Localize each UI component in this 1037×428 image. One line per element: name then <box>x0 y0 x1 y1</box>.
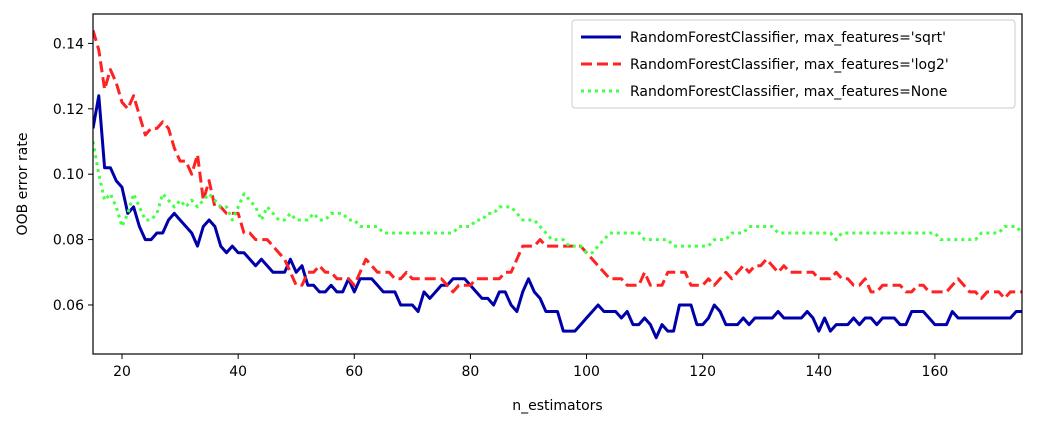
x-tick-label: 20 <box>113 364 131 380</box>
x-axis-ticks: 20 40 60 80 100 120 140 160 <box>113 354 948 380</box>
x-tick-label: 160 <box>922 364 949 380</box>
x-axis-title: n_estimators <box>512 398 602 414</box>
legend-label-sqrt: RandomForestClassifier, max_features='sq… <box>630 30 946 46</box>
series-line-log2 <box>93 29 1022 300</box>
plot-frame <box>92 13 1023 355</box>
series-line-none <box>93 141 1022 255</box>
y-tick-label: 0.06 <box>53 298 84 314</box>
x-tick-label: 60 <box>345 364 363 380</box>
x-tick-label: 80 <box>461 364 479 380</box>
y-tick-label: 0.08 <box>53 233 84 249</box>
legend-label-log2: RandomForestClassifier, max_features='lo… <box>630 57 949 73</box>
x-tick-label: 100 <box>573 364 600 380</box>
legend-box <box>571 19 1016 109</box>
y-tick-label: 0.12 <box>53 102 84 118</box>
series-line-sqrt <box>93 94 1022 340</box>
x-tick-label: 40 <box>229 364 247 380</box>
legend: RandomForestClassifier, max_features='sq… <box>571 19 1016 109</box>
series-lines <box>93 29 1022 340</box>
y-tick-label: 0.10 <box>53 167 84 183</box>
legend-label-none: RandomForestClassifier, max_features=Non… <box>630 84 947 100</box>
y-axis-title: OOB error rate <box>15 133 31 236</box>
y-tick-label: 0.14 <box>53 36 84 52</box>
x-tick-label: 140 <box>805 364 832 380</box>
y-axis-ticks: 0.06 0.08 0.10 0.12 0.14 <box>53 36 93 314</box>
x-tick-label: 120 <box>689 364 716 380</box>
